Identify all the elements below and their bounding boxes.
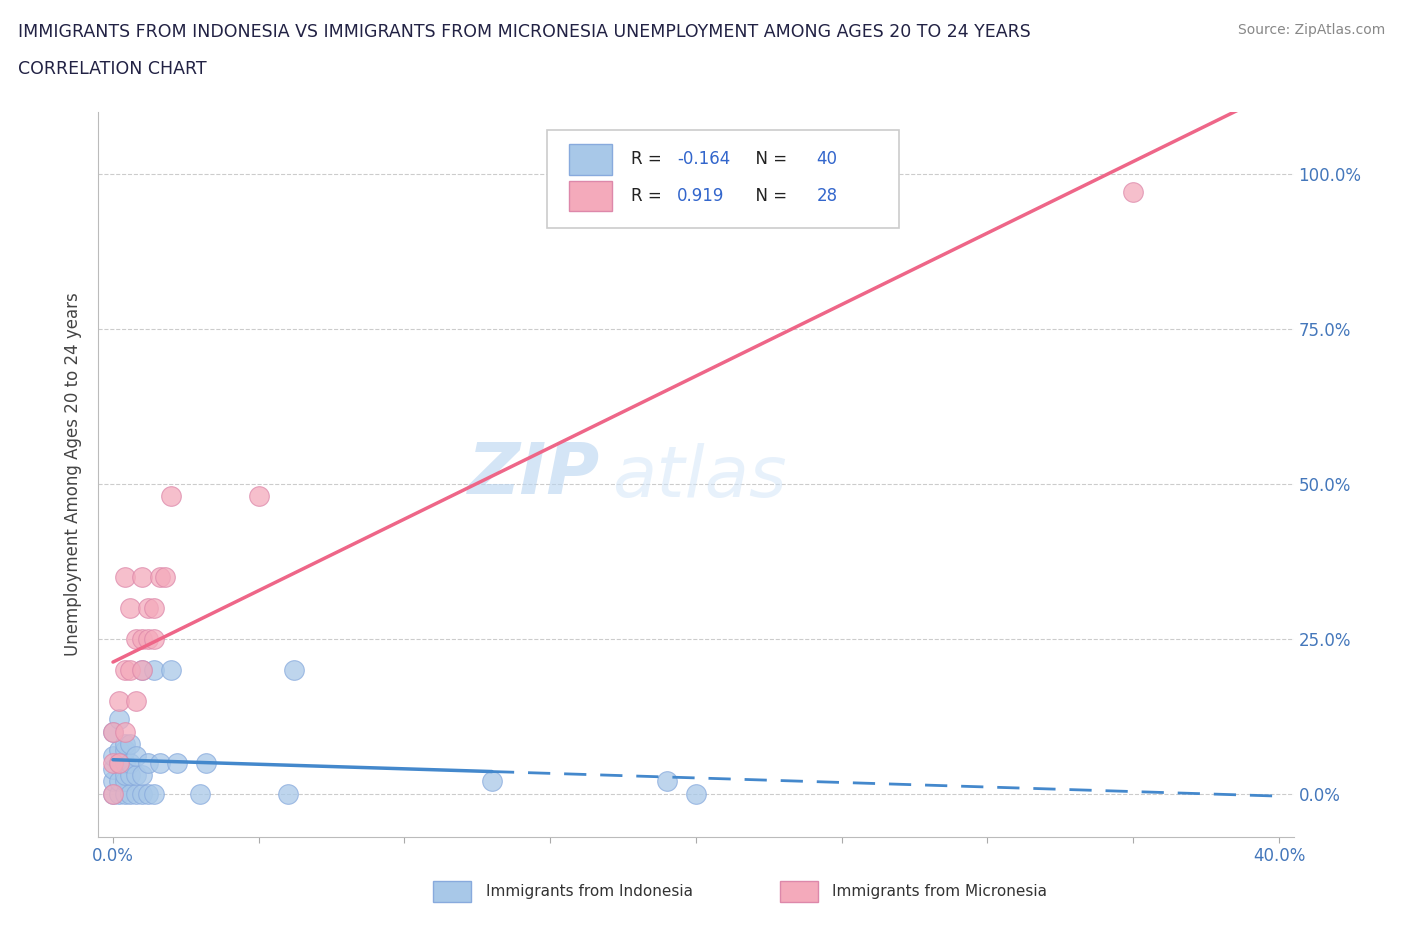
Point: [685, 786, 707, 801]
Point: [101, 786, 124, 801]
Point: [190, 786, 212, 801]
Text: 0.919: 0.919: [676, 187, 724, 205]
Point: [142, 662, 165, 677]
Point: [114, 755, 136, 770]
Point: [114, 662, 136, 677]
Point: [131, 662, 153, 677]
Text: N =: N =: [745, 151, 793, 168]
Point: [125, 631, 148, 646]
Point: [247, 488, 270, 503]
Text: Immigrants from Indonesia: Immigrants from Indonesia: [485, 884, 693, 899]
Point: [155, 569, 177, 584]
Point: [114, 786, 136, 801]
Text: IMMIGRANTS FROM INDONESIA VS IMMIGRANTS FROM MICRONESIA UNEMPLOYMENT AMONG AGES : IMMIGRANTS FROM INDONESIA VS IMMIGRANTS …: [18, 23, 1031, 41]
Point: [108, 755, 131, 770]
Point: [108, 743, 131, 758]
Point: [120, 786, 142, 801]
Point: [136, 786, 159, 801]
Point: [114, 724, 136, 739]
Point: [125, 693, 148, 708]
Text: Source: ZipAtlas.com: Source: ZipAtlas.com: [1237, 23, 1385, 37]
Point: [101, 724, 124, 739]
Point: [142, 600, 165, 615]
Point: [125, 749, 148, 764]
Point: [108, 711, 131, 726]
Point: [114, 569, 136, 584]
FancyBboxPatch shape: [569, 180, 613, 211]
Point: [114, 737, 136, 751]
Point: [114, 767, 136, 782]
Text: atlas: atlas: [613, 444, 787, 512]
Point: [108, 755, 131, 770]
Point: [108, 786, 131, 801]
Text: -0.164: -0.164: [676, 151, 730, 168]
Point: [195, 755, 218, 770]
Point: [166, 755, 188, 770]
Point: [149, 569, 172, 584]
Text: CORRELATION CHART: CORRELATION CHART: [18, 60, 207, 78]
Point: [114, 774, 136, 789]
Point: [120, 600, 142, 615]
Text: N =: N =: [745, 187, 793, 205]
Point: [125, 767, 148, 782]
Text: R =: R =: [631, 151, 668, 168]
Point: [655, 774, 678, 789]
Point: [101, 774, 124, 789]
Point: [131, 631, 153, 646]
Point: [142, 786, 165, 801]
Point: [1122, 185, 1144, 200]
Point: [131, 786, 153, 801]
FancyBboxPatch shape: [569, 144, 613, 175]
Y-axis label: Unemployment Among Ages 20 to 24 years: Unemployment Among Ages 20 to 24 years: [65, 292, 83, 657]
Point: [481, 774, 503, 789]
Point: [101, 755, 124, 770]
Point: [277, 786, 299, 801]
Point: [136, 755, 159, 770]
Point: [108, 774, 131, 789]
Text: Immigrants from Micronesia: Immigrants from Micronesia: [832, 884, 1047, 899]
Point: [131, 767, 153, 782]
Point: [136, 631, 159, 646]
Text: 28: 28: [817, 187, 838, 205]
Text: R =: R =: [631, 187, 672, 205]
Point: [160, 662, 183, 677]
Point: [160, 488, 183, 503]
Point: [101, 724, 124, 739]
Point: [120, 755, 142, 770]
Point: [101, 762, 124, 777]
Point: [114, 743, 136, 758]
FancyBboxPatch shape: [779, 881, 818, 902]
Text: ZIP: ZIP: [468, 440, 600, 509]
Point: [136, 600, 159, 615]
Point: [131, 569, 153, 584]
Point: [120, 737, 142, 751]
FancyBboxPatch shape: [547, 130, 900, 228]
Point: [101, 786, 124, 801]
Point: [101, 749, 124, 764]
Point: [120, 767, 142, 782]
Point: [149, 755, 172, 770]
Point: [131, 662, 153, 677]
Point: [283, 662, 305, 677]
Point: [125, 786, 148, 801]
FancyBboxPatch shape: [433, 881, 471, 902]
Point: [120, 662, 142, 677]
Point: [108, 693, 131, 708]
Point: [142, 631, 165, 646]
Text: 40: 40: [817, 151, 838, 168]
